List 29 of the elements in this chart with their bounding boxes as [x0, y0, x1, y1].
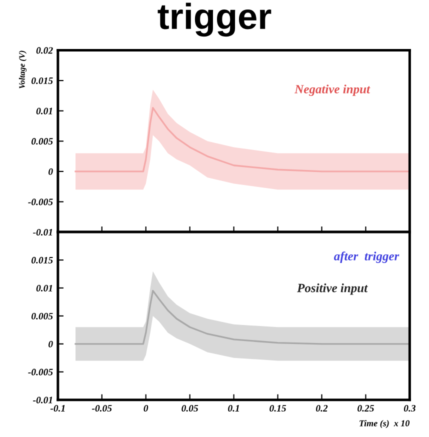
x-tick-label: 0.3: [404, 404, 416, 412]
x-tick-label: 0.2: [316, 404, 328, 412]
chart-title: trigger: [158, 2, 272, 37]
y-tick-label: 0.015: [32, 256, 53, 264]
y-tick-label: 0.005: [32, 138, 53, 145]
y-tick-label: -0.005: [28, 198, 53, 206]
y-tick-label: -0.005: [28, 368, 53, 376]
x-tick-label: -0.05: [92, 404, 112, 412]
x-tick-label: 0.1: [228, 404, 239, 412]
y-tick-label: 0.015: [32, 77, 53, 84]
y-tick-label: 0: [48, 340, 53, 348]
text: Positive input: [297, 283, 368, 295]
y-tick-label: -0.01: [33, 228, 52, 236]
x-tick-label: -0.1: [50, 404, 65, 412]
x-axis-title: Time (s) x 10: [360, 420, 410, 428]
y-tick-label: 0.01: [36, 108, 52, 114]
x-tick-label: 0.25: [358, 404, 374, 412]
y-axis-title: Voltage (V): [18, 50, 27, 88]
y-tick-label: 0.005: [32, 312, 53, 320]
annotation: after trigger: [334, 251, 400, 263]
y-tick-label: -0.01: [33, 396, 52, 404]
x-tick-label: 0: [144, 404, 148, 412]
y-tick-label: 0.01: [36, 284, 52, 292]
x-tick-label: 0.05: [182, 404, 198, 412]
x-tick-label: 0.15: [270, 404, 286, 412]
line-series: [74, 106, 410, 172]
y-tick-label: 0: [48, 168, 53, 175]
y-tick-label: 0.02: [36, 47, 53, 54]
text: Negative input: [294, 84, 370, 96]
